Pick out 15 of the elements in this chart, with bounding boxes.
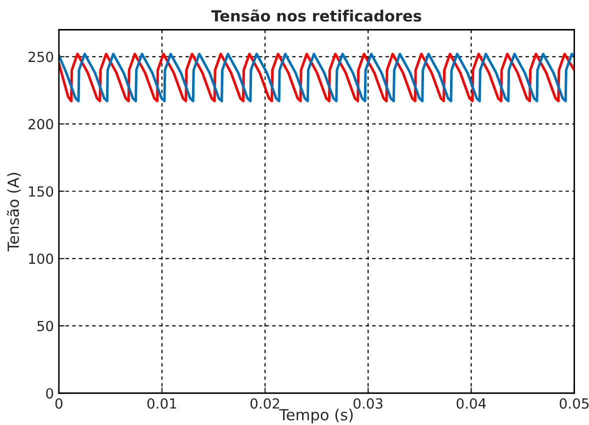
x-axis-title: Tempo (s) — [279, 408, 353, 424]
x-tick-label: 0 — [55, 398, 62, 409]
x-tick-label: 0.05 — [560, 398, 589, 409]
y-axis-title: Tensão (A) — [6, 172, 21, 252]
y-tick-label: 50 — [37, 320, 54, 332]
x-tick-label: 0.01 — [147, 398, 176, 409]
y-tick-label: 100 — [29, 254, 54, 264]
y-tick-label: 250 — [28, 52, 54, 62]
chart-title: Tensão nos retificadores — [211, 10, 422, 22]
x-tick-label: 0.04 — [456, 398, 486, 409]
x-tick-label: 0.03 — [354, 398, 382, 409]
y-tick-label: 0 — [46, 388, 54, 399]
x-tick-label: 0.02 — [250, 398, 280, 409]
y-tick-label: 150 — [29, 186, 54, 197]
y-tick-label: 200 — [28, 118, 54, 130]
